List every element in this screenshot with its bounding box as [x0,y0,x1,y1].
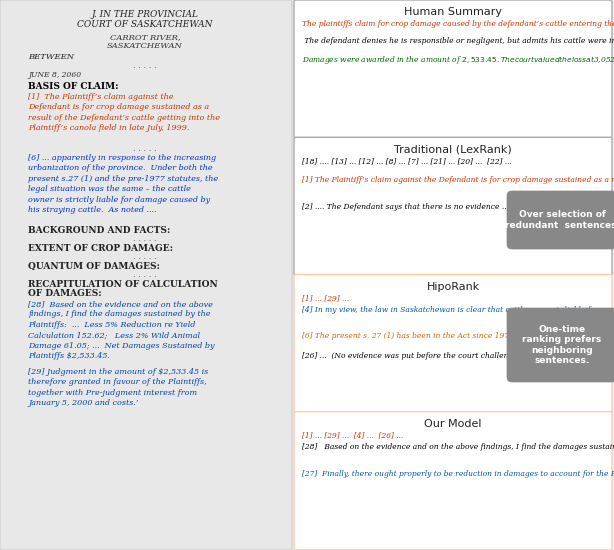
Text: [28]   Based on the evidence and on the above findings, I find the damages susta: [28] Based on the evidence and on the ab… [302,443,614,451]
Text: J. IN THE PROVINCIAL: J. IN THE PROVINCIAL [91,10,198,19]
Text: EXTENT OF CROP DAMAGE:: EXTENT OF CROP DAMAGE: [28,244,173,253]
Text: . . . . .: . . . . . [133,253,157,261]
Text: OF DAMAGES:: OF DAMAGES: [28,289,102,298]
Text: . . . . .: . . . . . [133,271,157,279]
FancyBboxPatch shape [294,274,612,412]
Text: BACKGROUND AND FACTS:: BACKGROUND AND FACTS: [28,226,170,235]
Text: [2] .... The Defendant says that there is no evidence ...: [2] .... The Defendant says that there i… [302,204,509,211]
Text: The plaintiffs claim for crop damage caused by the defendant’s cattle entering t: The plaintiffs claim for crop damage cau… [302,20,614,28]
FancyBboxPatch shape [507,308,614,382]
Text: QUANTUM OF DAMAGES:: QUANTUM OF DAMAGES: [28,262,160,271]
FancyBboxPatch shape [294,0,612,138]
Text: Over selection of
redundant  sentences.: Over selection of redundant sentences. [505,210,614,230]
Text: RECAPITULATION OF CALCULATION: RECAPITULATION OF CALCULATION [28,280,218,289]
Text: [6] The present s. 27 (1) has been in the Act since 1977, when the Act was subst: [6] The present s. 27 (1) has been in th… [302,333,614,340]
Text: Our Model: Our Model [424,419,482,429]
Text: . . . . .: . . . . . [133,235,157,243]
FancyBboxPatch shape [294,412,612,550]
Text: [28]  Based on the evidence and on the above
findings, I find the damages sustai: [28] Based on the evidence and on the ab… [28,300,214,360]
Text: . . . . .: . . . . . [133,145,157,153]
Text: [1] The Plaintiff’s claim against the Defendant is for crop damage sustained as : [1] The Plaintiff’s claim against the De… [302,176,614,184]
Text: Human Summary: Human Summary [404,7,502,17]
FancyBboxPatch shape [507,191,614,249]
Text: SASKATCHEWAN: SASKATCHEWAN [107,42,183,50]
Text: [27]  Finally, there ought properly to be reduction in damages to account for th: [27] Finally, there ought properly to be… [302,470,614,478]
Text: CARROT RIVER,: CARROT RIVER, [110,33,181,41]
Text: BASIS OF CLAIM:: BASIS OF CLAIM: [28,82,119,91]
Text: [1] ... [29] ...: [1] ... [29] ... [302,294,349,302]
Text: [29] Judgment in the amount of $2,533.45 is
therefore granted in favour of the P: [29] Judgment in the amount of $2,533.45… [28,368,208,407]
Text: Traditional (LexRank): Traditional (LexRank) [394,144,512,154]
Text: BETWEEN: BETWEEN [28,53,74,61]
Text: JUNE 8, 2060: JUNE 8, 2060 [28,71,81,79]
Text: Damages were awarded in the amount of $2,533.45. The court valued the loss at $3: Damages were awarded in the amount of $2… [302,54,614,66]
FancyBboxPatch shape [0,0,292,550]
Text: [26] ...  (No evidence was put before the court challenging this price, and acce: [26] ... (No evidence was put before the… [302,351,614,360]
Text: [18] .... [13] ... [12] ... [8] ... [7] ... [21] ... [20] ...  [22] ...: [18] .... [13] ... [12] ... [8] ... [7] … [302,157,512,165]
Text: [4] In my view, the law in Saskatchewan is clear that cattle owner is liable for: [4] In my view, the law in Saskatchewan … [302,305,614,313]
Text: . . . . .: . . . . . [133,62,157,70]
Text: [1]  The Plaintiff’s claim against the
Defendant is for crop damage sustained as: [1] The Plaintiff’s claim against the De… [28,93,220,132]
Text: [6] ... apparently in response to the increasing
urbanization of the province.  : [6] ... apparently in response to the in… [28,154,218,214]
FancyBboxPatch shape [294,138,612,276]
Text: COURT OF SASKATCHEWAN: COURT OF SASKATCHEWAN [77,20,212,29]
Text: The defendant denies he is responsible or negligent, but admits his cattle were : The defendant denies he is responsible o… [302,37,614,45]
Text: HipoRank: HipoRank [426,282,480,292]
Text: One-time
ranking prefers
neighboring
sentences.: One-time ranking prefers neighboring sen… [523,325,602,365]
Text: [1] ... [29] ...  [4] ...  [26] ...: [1] ... [29] ... [4] ... [26] ... [302,432,403,440]
